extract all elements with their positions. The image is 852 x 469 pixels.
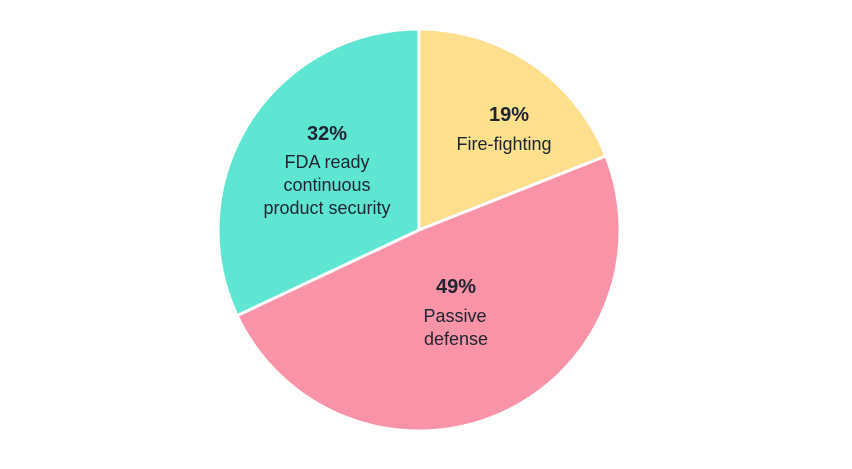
slice-percent-passive-defense: 49% xyxy=(436,276,476,298)
slice-name-passive-line1: Passive xyxy=(423,306,486,326)
slice-label-passive-defense: 49% Passive defense xyxy=(423,276,488,349)
slice-label-fda-ready: 32% FDA ready continuous product securit… xyxy=(263,123,390,218)
slice-name-fda-line1: FDA ready xyxy=(284,152,369,172)
slice-fda-ready xyxy=(216,27,421,318)
slice-fire-fighting xyxy=(417,27,608,233)
slice-percent-fire-fighting: 19% xyxy=(489,104,529,126)
slice-name-fda-line2: continuous xyxy=(283,175,370,195)
pie-slices xyxy=(216,27,622,433)
slice-name-passive-line2: defense xyxy=(424,329,488,349)
slice-name-fda-line3: product security xyxy=(263,198,390,218)
slice-passive-defense xyxy=(235,154,622,433)
slice-label-fire-fighting: 19% Fire-fighting xyxy=(456,104,551,154)
slice-percent-fda-ready: 32% xyxy=(307,123,347,145)
slice-name-fire-fighting: Fire-fighting xyxy=(456,134,551,154)
